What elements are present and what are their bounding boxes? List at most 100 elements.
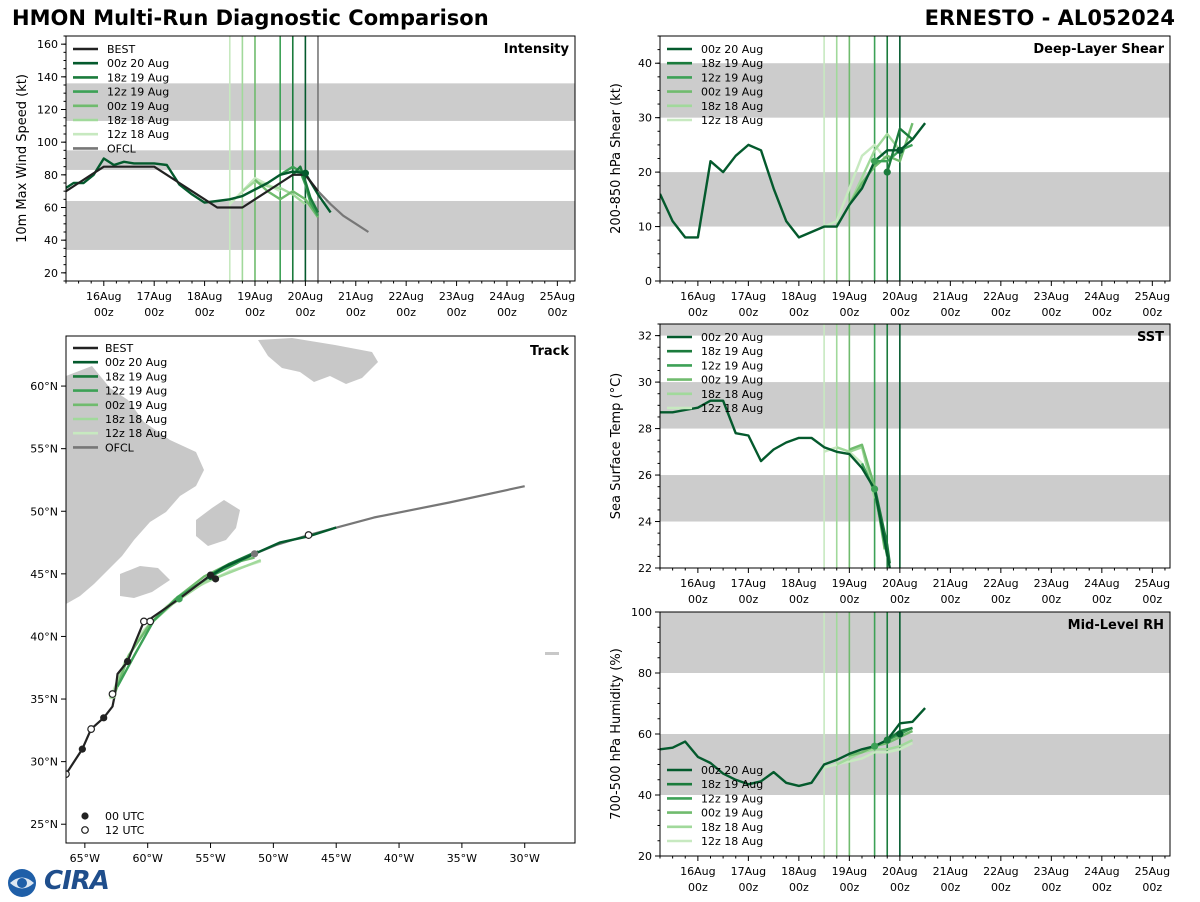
legend-label-18z-19-aug: 18z 19 Aug bbox=[701, 345, 763, 358]
point-12z-19-aug bbox=[871, 485, 879, 493]
point-18z-19-aug bbox=[883, 736, 891, 744]
x-tick-label: 00z bbox=[1142, 306, 1162, 319]
x-tick-label: 00z bbox=[396, 306, 416, 319]
y-tick-label: 140 bbox=[37, 71, 58, 84]
lon-tick-label: 55°W bbox=[195, 852, 225, 865]
legend-label-12z-19-aug: 12z 19 Aug bbox=[701, 359, 763, 372]
threshold-band bbox=[660, 382, 1170, 429]
track-marker-12utc bbox=[146, 617, 155, 626]
x-tick-label: 22Aug bbox=[388, 290, 423, 303]
legend-label-12z-19-aug: 12z 19 Aug bbox=[107, 86, 169, 99]
x-tick-label: 20Aug bbox=[882, 290, 917, 303]
series-18z-18-aug bbox=[836, 446, 876, 499]
lon-tick-label: 60°W bbox=[133, 852, 163, 865]
x-tick-label: 00z bbox=[688, 881, 708, 894]
y-tick-label: 60 bbox=[44, 202, 58, 215]
land-nova-scotia bbox=[120, 566, 170, 598]
legend-label-00z-20-aug: 00z 20 Aug bbox=[107, 57, 169, 70]
lon-tick-label: 50°W bbox=[258, 852, 288, 865]
panel-title: Mid-Level RH bbox=[1068, 618, 1164, 633]
x-tick-label: 17Aug bbox=[731, 865, 766, 878]
legend-label-00z-20-aug: 00z 20 Aug bbox=[701, 331, 763, 344]
y-tick-label: 100 bbox=[631, 606, 652, 619]
legend-label-12z-18-aug: 12z 18 Aug bbox=[107, 128, 169, 141]
y-tick-label: 28 bbox=[638, 423, 652, 436]
figure-title: HMON Multi-Run Diagnostic Comparison bbox=[12, 6, 489, 30]
series-12z-19-aug bbox=[874, 143, 913, 163]
legend-label-12z-19-aug: 12z 19 Aug bbox=[105, 385, 167, 398]
x-tick-label: 24Aug bbox=[1084, 577, 1119, 590]
x-tick-label: 23Aug bbox=[1034, 577, 1069, 590]
cira-logo-text: CIRA bbox=[44, 866, 110, 896]
x-tick-label: 00z bbox=[688, 593, 708, 606]
point-00z-20-aug bbox=[896, 146, 904, 154]
panel-title: Intensity bbox=[504, 42, 570, 57]
x-tick-label: 24Aug bbox=[1084, 290, 1119, 303]
y-axis-label: 200-850 hPa Shear (kt) bbox=[609, 83, 624, 234]
legend-label-00z-20-aug: 00z 20 Aug bbox=[701, 764, 763, 777]
x-tick-label: 00z bbox=[839, 593, 859, 606]
x-tick-label: 00z bbox=[1041, 593, 1061, 606]
legend-label-00z-19-aug: 00z 19 Aug bbox=[701, 374, 763, 387]
threshold-band bbox=[66, 83, 575, 121]
lat-tick-label: 35°N bbox=[30, 693, 58, 706]
x-tick-label: 22Aug bbox=[983, 290, 1018, 303]
panel-shear: 0 10 20 30 40 16Aug 00z 17Aug 00z 18Aug 00z 19Aug 00… bbox=[609, 35, 1171, 319]
series-18z-19-aug bbox=[886, 127, 914, 173]
legend-label-18z-18-aug: 18z 18 Aug bbox=[107, 114, 169, 127]
x-tick-label: 19Aug bbox=[237, 290, 272, 303]
legend-label-18z-18-aug: 18z 18 Aug bbox=[701, 388, 763, 401]
series-00z-20-aug bbox=[660, 707, 926, 788]
legend-label-18z-18-aug: 18z 18 Aug bbox=[105, 413, 167, 426]
x-tick-label: 00z bbox=[991, 593, 1011, 606]
y-tick-label: 20 bbox=[638, 850, 652, 863]
x-tick-label: 00z bbox=[789, 593, 809, 606]
legend-label-00z-20-aug: 00z 20 Aug bbox=[701, 43, 763, 56]
storm-id-title: ERNESTO - AL052024 bbox=[924, 6, 1175, 30]
y-tick-label: 0 bbox=[645, 275, 652, 288]
x-tick-label: 00z bbox=[789, 306, 809, 319]
track-marker-12utc bbox=[108, 690, 117, 698]
x-tick-label: 21Aug bbox=[933, 290, 968, 303]
x-tick-label: 22Aug bbox=[983, 577, 1018, 590]
y-axis-label: 10m Max Wind Speed (kt) bbox=[15, 74, 30, 243]
x-tick-label: 00z bbox=[991, 881, 1011, 894]
x-tick-label: 25Aug bbox=[1135, 577, 1170, 590]
y-tick-label: 120 bbox=[37, 104, 58, 117]
track-marker-00utc bbox=[206, 571, 215, 579]
panel-track: 65°W 60°W 55°W 50°W 45°W 40°W 35°W 30°W 25°N 30°N… bbox=[30, 335, 576, 865]
panel-rh: 20 40 60 80 100 16Aug 00z 17Aug 00z 18Aug 00z 19Aug… bbox=[609, 606, 1171, 894]
y-tick-label: 100 bbox=[37, 136, 58, 149]
lat-tick-label: 55°N bbox=[30, 443, 58, 456]
legend-label-18z-19-aug: 18z 19 Aug bbox=[701, 778, 763, 791]
track-00z-20-aug bbox=[209, 526, 337, 578]
series-00z-20-aug bbox=[660, 122, 927, 239]
x-tick-label: 00z bbox=[1092, 881, 1112, 894]
y-tick-label: 20 bbox=[638, 166, 652, 179]
y-tick-label: 32 bbox=[638, 330, 652, 343]
x-tick-label: 17Aug bbox=[731, 290, 766, 303]
y-tick-label: 20 bbox=[44, 267, 58, 280]
track-marker-00utc bbox=[211, 575, 220, 583]
threshold-band bbox=[660, 734, 1170, 795]
panel-title: SST bbox=[1137, 330, 1164, 345]
x-tick-label: 00z bbox=[940, 593, 960, 606]
x-tick-label: 00z bbox=[447, 306, 467, 319]
lon-tick-label: 30°W bbox=[510, 852, 540, 865]
x-tick-label: 00z bbox=[195, 306, 215, 319]
x-tick-label: 00z bbox=[890, 881, 910, 894]
x-tick-label: 00z bbox=[890, 306, 910, 319]
legend-label-ofcl: OFCL bbox=[107, 142, 137, 155]
point-00z-20-aug bbox=[301, 169, 309, 177]
x-tick-label: 00z bbox=[1142, 593, 1162, 606]
x-tick-label: 20Aug bbox=[882, 865, 917, 878]
legend-label-00z-19-aug: 00z 19 Aug bbox=[107, 100, 169, 113]
y-tick-label: 160 bbox=[37, 38, 58, 51]
track-marker-00utc bbox=[78, 745, 86, 753]
x-tick-label: 00z bbox=[346, 306, 366, 319]
legend-label-12z-18-aug: 12z 18 Aug bbox=[701, 114, 763, 127]
legend-label-00z-20-aug: 00z 20 Aug bbox=[105, 356, 167, 369]
lat-tick-label: 60°N bbox=[30, 380, 58, 393]
x-tick-label: 23Aug bbox=[1034, 290, 1069, 303]
legend-label-12z-19-aug: 12z 19 Aug bbox=[701, 71, 763, 84]
